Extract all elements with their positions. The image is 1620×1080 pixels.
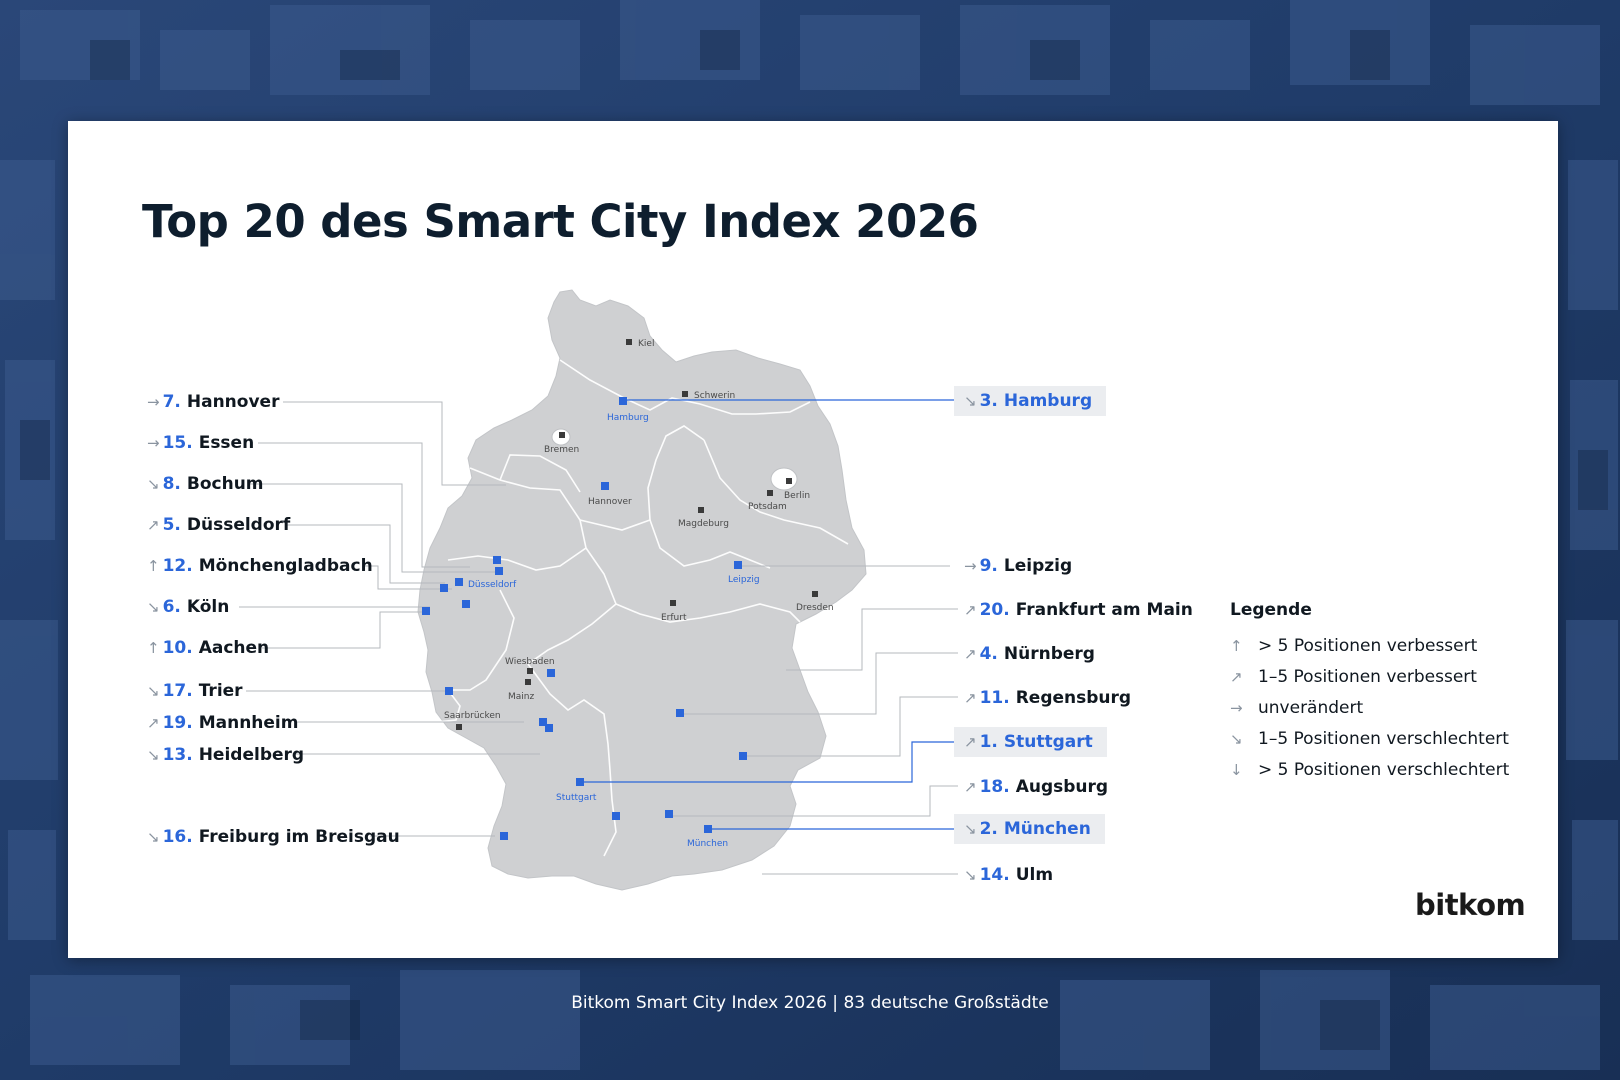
map-label-hannover: Hannover <box>588 497 632 507</box>
map-label-potsdam: Potsdam <box>748 502 787 512</box>
map-label-muenchen: München <box>687 839 728 849</box>
germany-shape <box>417 289 867 891</box>
trend-icon: → <box>147 434 160 452</box>
top20-markers <box>422 397 747 840</box>
arrow-down-icon: ↓ <box>1230 761 1243 779</box>
trend-icon: ↗ <box>964 689 977 707</box>
ranking-aachen: ↑ 10. Aachen <box>147 638 270 658</box>
ranking-muenchen: ↘ 2. München <box>954 814 1105 844</box>
leader-lines <box>239 401 958 875</box>
trend-icon: → <box>964 557 977 575</box>
ranking-augsburg: ↗ 18. Augsburg <box>964 777 1109 797</box>
arrow-up-right-icon: ↗ <box>1230 668 1243 686</box>
trend-icon: ↘ <box>147 475 160 493</box>
bitkom-logo: bitkom <box>1415 888 1526 922</box>
legend-item-worsened-much: ↓ > 5 Positionen verschlechtert <box>1230 760 1510 780</box>
map-label-bremen: Bremen <box>544 445 579 455</box>
ranking-moenchengladbach: ↑ 12. Mönchengladbach <box>147 556 373 576</box>
ranking-ulm: ↘ 14. Ulm <box>964 865 1054 885</box>
map-label-magdeburg: Magdeburg <box>678 519 729 529</box>
map-label-kiel: Kiel <box>638 339 654 349</box>
ranking-bochum: ↘ 8. Bochum <box>147 474 264 494</box>
ranking-mannheim: ↗ 19. Mannheim <box>147 713 299 733</box>
trend-icon: ↘ <box>147 746 160 764</box>
ranking-koeln: ↘ 6. Köln <box>147 597 230 617</box>
map-label-stuttgart: Stuttgart <box>556 793 597 803</box>
trend-icon: ↗ <box>147 714 160 732</box>
arrow-up-icon: ↑ <box>1230 637 1243 655</box>
map-label-dresden: Dresden <box>796 603 834 613</box>
trend-icon: ↘ <box>964 392 977 410</box>
arrow-down-right-icon: ↘ <box>1230 730 1243 748</box>
map-label-erfurt: Erfurt <box>661 613 687 623</box>
legend-item-worsened: ↘ 1–5 Positionen verschlechtert <box>1230 729 1509 749</box>
state-borders <box>435 359 849 857</box>
map-label-mainz: Mainz <box>508 692 534 702</box>
page-title: Top 20 des Smart City Index 2026 <box>142 195 979 248</box>
legend-item-improved-much: ↑ > 5 Positionen verbessert <box>1230 636 1478 656</box>
map-label-schwerin: Schwerin <box>694 391 735 401</box>
legend-item-unchanged: → unverändert <box>1230 698 1364 718</box>
trend-icon: ↗ <box>964 733 977 751</box>
ranking-heidelberg: ↘ 13. Heidelberg <box>147 745 305 765</box>
ranking-nuernberg: ↗ 4. Nürnberg <box>964 644 1095 664</box>
trend-icon: ↗ <box>964 645 977 663</box>
ranking-stuttgart: ↗ 1. Stuttgart <box>954 727 1107 757</box>
trend-icon: ↗ <box>964 778 977 796</box>
map-label-saarbruecken: Saarbrücken <box>444 711 501 721</box>
ranking-leipzig: → 9. Leipzig <box>964 556 1073 576</box>
ranking-freiburg: ↘ 16. Freiburg im Breisgau <box>147 827 400 847</box>
arrow-right-icon: → <box>1230 699 1243 717</box>
trend-icon: ↘ <box>147 598 160 616</box>
capital-markers <box>456 339 818 730</box>
legend-title: Legende <box>1230 600 1312 620</box>
ranking-trier: ↘ 17. Trier <box>147 681 243 701</box>
ranking-duesseldorf: ↗ 5. Düsseldorf <box>147 515 291 535</box>
footer-caption: Bitkom Smart City Index 2026 | 83 deutsc… <box>571 993 1049 1013</box>
trend-icon: ↑ <box>147 639 160 657</box>
berlin-area <box>770 467 798 491</box>
trend-icon: → <box>147 393 160 411</box>
trend-icon: ↘ <box>964 820 977 838</box>
ranking-regensburg: ↗ 11. Regensburg <box>964 688 1132 708</box>
map-label-duesseldorf: Düsseldorf <box>468 580 517 590</box>
ranking-frankfurt: ↗ 20. Frankfurt am Main <box>964 600 1193 620</box>
top3-leader-lines <box>578 399 958 830</box>
map-label-berlin: Berlin <box>784 491 810 501</box>
ranking-hamburg: ↘ 3. Hamburg <box>954 386 1107 416</box>
map-label-leipzig: Leipzig <box>728 575 760 585</box>
trend-icon: ↗ <box>147 516 160 534</box>
trend-icon: ↘ <box>147 828 160 846</box>
ranking-essen: → 15. Essen <box>147 433 255 453</box>
trend-icon: ↑ <box>147 557 160 575</box>
legend-item-improved: ↗ 1–5 Positionen verbessert <box>1230 667 1477 687</box>
map-label-wiesbaden: Wiesbaden <box>505 657 555 667</box>
ranking-hannover: → 7. Hannover <box>147 392 280 412</box>
trend-icon: ↗ <box>964 601 977 619</box>
trend-icon: ↘ <box>964 866 977 884</box>
map-label-hamburg: Hamburg <box>607 413 649 423</box>
trend-icon: ↘ <box>147 682 160 700</box>
